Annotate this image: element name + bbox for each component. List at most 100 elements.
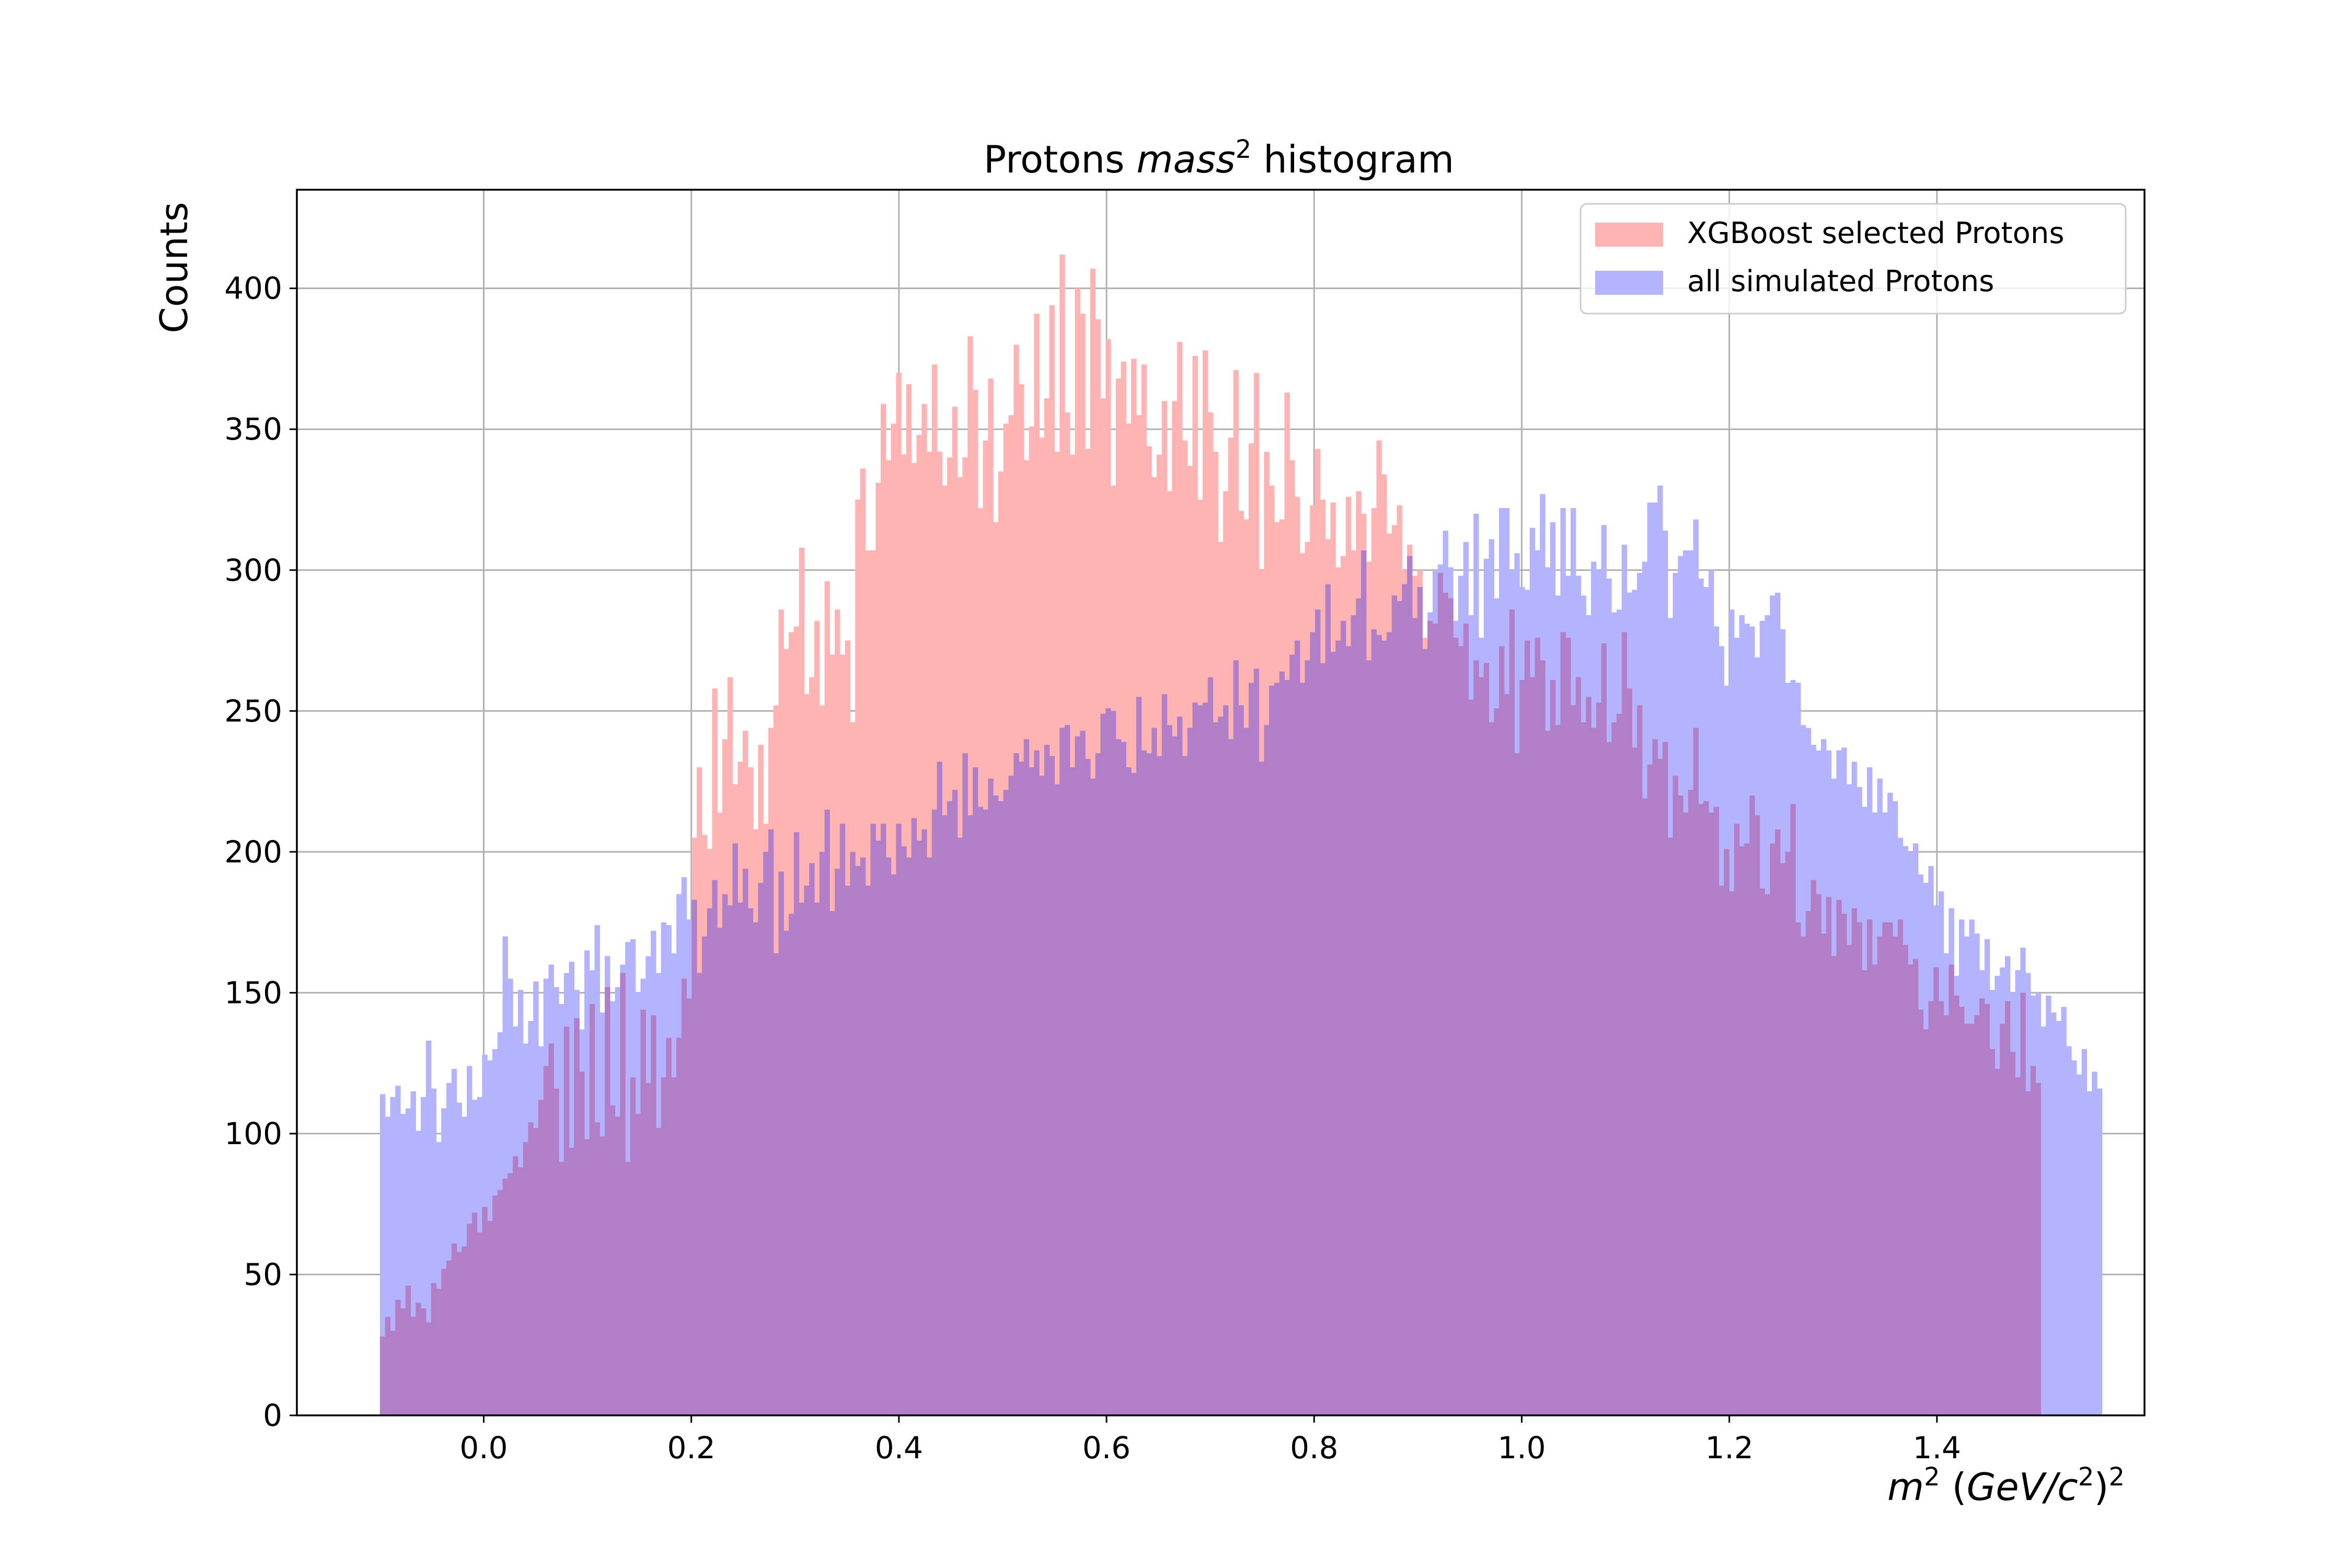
histogram-overlap-bar <box>1202 702 1208 1415</box>
histogram-overlap-bar <box>1340 620 1346 1415</box>
histogram-overlap-bar <box>1509 609 1515 1415</box>
histogram-overlap-bar <box>1417 587 1423 1415</box>
histogram-overlap-bar <box>441 1269 447 1415</box>
histogram-overlap-bar <box>983 809 988 1415</box>
legend-swatch-simulated <box>1595 271 1663 295</box>
histogram-overlap-bar <box>1989 1049 1996 1415</box>
histogram-overlap-bar <box>523 1142 529 1415</box>
histogram-overlap-bar <box>379 1336 386 1415</box>
histogram-overlap-bar <box>1790 804 1796 1415</box>
chart-title-rest: histogram <box>1251 137 1454 181</box>
histogram-overlap-bar <box>1146 753 1152 1415</box>
histogram-overlap-bar <box>1785 851 1791 1415</box>
histogram-overlap-bar <box>763 851 769 1415</box>
histogram-bar <box>2096 1088 2103 1415</box>
histogram-overlap-bar <box>855 866 861 1415</box>
x-tick-label: 0.6 <box>1082 1430 1131 1466</box>
plot-frame <box>296 189 2146 1416</box>
x-tick-label: 0.0 <box>459 1430 508 1466</box>
histogram-overlap-bar <box>1279 671 1285 1415</box>
histogram-overlap-bar <box>988 778 994 1415</box>
x-axis-label-close: ) <box>2094 1465 2108 1509</box>
histogram-bar <box>421 1097 426 1415</box>
histogram-overlap-bar <box>630 1077 636 1415</box>
histogram-overlap-bar <box>773 953 779 1415</box>
histogram-overlap-bar <box>1918 1009 1924 1415</box>
histogram-overlap-bar <box>446 1260 452 1415</box>
histogram-overlap-bar <box>1330 652 1336 1415</box>
histogram-overlap-bar <box>1820 933 1827 1415</box>
histogram-overlap-bar <box>1499 646 1505 1415</box>
histogram-overlap-bar <box>410 1317 416 1415</box>
histogram-overlap-bar <box>1765 894 1770 1415</box>
y-axis-label: Counts <box>152 202 196 333</box>
y-tick-label: 200 <box>224 834 282 870</box>
histogram-overlap-bar <box>1632 747 1638 1415</box>
histogram-overlap-bar <box>1540 660 1546 1415</box>
histogram-overlap-bar <box>1131 773 1137 1415</box>
histogram-overlap-bar <box>1703 801 1709 1415</box>
histogram-overlap-bar <box>870 823 876 1415</box>
histogram-overlap-bar <box>1305 660 1310 1415</box>
histogram-overlap-bar <box>707 908 712 1415</box>
histogram-overlap-bar <box>1652 739 1658 1415</box>
histogram-overlap-bar <box>1422 649 1428 1415</box>
histogram-overlap-bar <box>666 1037 672 1415</box>
histogram-overlap-bar <box>1744 843 1750 1415</box>
histogram-overlap-bar <box>1866 919 1873 1415</box>
histogram-bar <box>2076 1074 2082 1415</box>
histogram-overlap-bar <box>1192 702 1198 1415</box>
histogram-overlap-bar <box>1657 758 1663 1415</box>
histogram-overlap-bar <box>875 840 881 1415</box>
x-tick-label: 1.0 <box>1497 1430 1546 1466</box>
histogram-overlap-bar <box>609 1105 616 1415</box>
y-tick-label: 350 <box>224 411 282 447</box>
histogram-overlap-bar <box>1243 728 1249 1415</box>
histogram-overlap-bar <box>1943 1015 1950 1415</box>
histogram-overlap-bar <box>1514 753 1520 1415</box>
histogram-overlap-bar <box>1412 618 1418 1415</box>
histogram-overlap-bar <box>686 998 692 1415</box>
histogram-overlap-bar <box>860 857 866 1415</box>
histogram-overlap-bar <box>1616 713 1622 1415</box>
histogram-overlap-bar <box>1591 728 1597 1415</box>
histogram-bar <box>502 936 508 1415</box>
histogram-overlap-bar <box>1437 573 1444 1415</box>
histogram-overlap-bar <box>916 840 922 1415</box>
histogram-overlap-bar <box>1023 739 1030 1415</box>
histogram-overlap-bar <box>477 1232 483 1415</box>
histogram-overlap-bar <box>947 801 953 1415</box>
histogram-bar <box>2086 1091 2092 1415</box>
histogram-overlap-bar <box>1708 812 1714 1415</box>
histogram-overlap-bar <box>1264 725 1270 1415</box>
histogram-bar <box>2081 1049 2087 1415</box>
histogram-overlap-bar <box>1443 592 1448 1415</box>
histogram-overlap-bar <box>1008 776 1014 1415</box>
histogram-overlap-bar <box>1274 683 1280 1415</box>
histogram-overlap-bar <box>528 1122 534 1415</box>
histogram-overlap-bar <box>1253 668 1260 1415</box>
histogram-bar <box>379 1094 386 1415</box>
histogram-overlap-bar <box>1826 897 1832 1415</box>
histogram-overlap-bar <box>1463 624 1469 1415</box>
histogram-overlap-bar <box>1432 624 1438 1415</box>
histogram-bar <box>2040 1027 2046 1415</box>
histogram-overlap-bar <box>1928 1001 1934 1415</box>
histogram-overlap-bar <box>1003 790 1009 1415</box>
histogram-overlap-bar <box>1064 725 1070 1415</box>
histogram-overlap-bar <box>1729 891 1735 1415</box>
chart-title-sup: 2 <box>1236 135 1252 164</box>
histogram-overlap-bar <box>467 1224 472 1415</box>
histogram-overlap-bar <box>1754 815 1760 1415</box>
histogram-overlap-bar <box>931 809 938 1415</box>
histogram-overlap-bar <box>1678 795 1684 1415</box>
histogram-overlap-bar <box>1494 708 1500 1415</box>
histogram-overlap-bar <box>737 902 743 1415</box>
histogram-overlap-bar <box>962 753 968 1415</box>
histogram-overlap-bar <box>1483 663 1490 1415</box>
histogram-overlap-bar <box>1054 784 1060 1415</box>
histogram-overlap-bar <box>727 905 733 1415</box>
histogram-overlap-bar <box>1126 767 1132 1415</box>
histogram-overlap-bar <box>1887 922 1893 1415</box>
histogram-overlap-bar <box>1371 629 1377 1415</box>
